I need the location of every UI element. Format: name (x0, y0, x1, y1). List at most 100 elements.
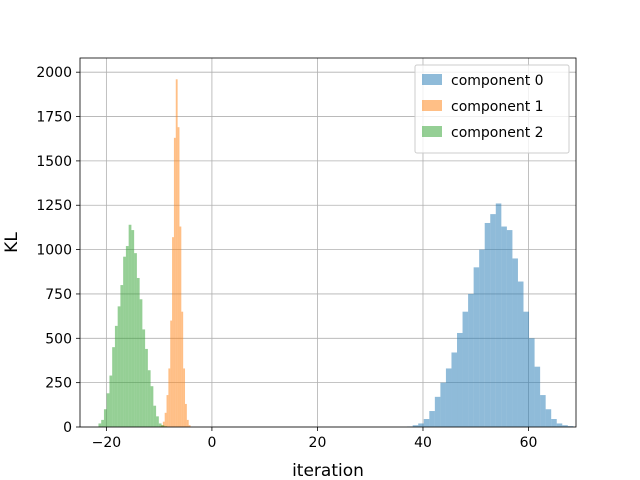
histogram-bar (181, 311, 184, 427)
histogram-bar (147, 370, 151, 427)
histogram-bar (462, 311, 469, 427)
histogram-bar (551, 419, 557, 427)
legend-label: component 2 (451, 125, 544, 141)
histogram-bar (158, 423, 162, 427)
histogram-bar (501, 226, 507, 427)
y-tick-label: 1500 (36, 154, 72, 170)
histogram-bar (112, 347, 115, 427)
legend-box (414, 64, 570, 154)
histogram-bar (423, 419, 430, 427)
histogram-bar (117, 306, 121, 427)
histogram-bar (177, 127, 180, 427)
histogram-bar (109, 375, 113, 427)
y-tick-label: 1250 (36, 198, 72, 214)
histogram-bar (172, 237, 174, 427)
histogram-bar (512, 258, 518, 427)
histogram-bar (103, 409, 107, 427)
histogram-bar (445, 368, 452, 427)
histogram-bar (517, 281, 524, 427)
histogram-bar (150, 386, 154, 427)
histogram-bar (523, 311, 530, 427)
legend-label: component 1 (451, 99, 544, 115)
histogram-bar (185, 403, 187, 427)
histogram-bar (490, 214, 496, 427)
y-tick-label: 500 (45, 331, 72, 347)
histogram-bar (134, 253, 137, 427)
histogram-bar (412, 425, 419, 427)
y-tick-label: 250 (45, 376, 72, 392)
histogram-bar (529, 338, 535, 427)
y-tick-label: 1000 (36, 243, 72, 259)
histogram-bar (114, 325, 118, 427)
histogram-bar (457, 332, 463, 427)
histogram-bar (506, 230, 513, 427)
histogram-bar (128, 224, 132, 427)
histogram-bar (101, 419, 104, 427)
histogram-bar (188, 425, 191, 427)
histogram-bar (183, 368, 186, 427)
series-0-bars (407, 203, 574, 427)
histogram-bar (120, 285, 124, 427)
histogram-bar (139, 299, 143, 427)
y-tick-label: 2000 (36, 65, 72, 81)
y-tick-label: 1750 (36, 110, 72, 126)
histogram-bar (556, 423, 563, 427)
histogram-bar (142, 329, 146, 427)
histogram-bar (418, 423, 424, 427)
histogram-bar (131, 230, 135, 427)
x-axis-label: iteration (292, 461, 364, 480)
histogram-bar (429, 411, 435, 427)
legend-swatch (422, 100, 442, 111)
histogram-bar (451, 352, 458, 427)
histogram-bar (534, 366, 541, 427)
histogram-bar (484, 222, 491, 427)
histogram-bar (179, 226, 182, 427)
histogram-bar (495, 203, 502, 427)
histogram-bar (125, 246, 129, 427)
histogram-bar (162, 421, 165, 427)
x-axis-ticks: −20 0 20 40 60 (92, 427, 538, 451)
histogram-bar (166, 395, 169, 427)
histogram-bar (434, 396, 441, 427)
y-tick-label: 0 (63, 420, 72, 436)
plot-frame (79, 57, 577, 428)
x-tick-label: −20 (92, 435, 122, 451)
legend: component 0 component 1 component 2 (414, 64, 570, 154)
legend-swatch (422, 74, 442, 85)
histogram-bar (545, 409, 552, 427)
series-2-bars (98, 224, 168, 427)
histogram-bar (473, 267, 480, 427)
histogram-bar (562, 425, 568, 427)
histogram-bar (98, 423, 102, 427)
y-tick-label: 750 (45, 287, 72, 303)
histogram-bar (540, 395, 546, 427)
histogram-bars (98, 79, 574, 428)
histogram-bar (173, 137, 176, 427)
y-axis-ticks: 0 250 500 750 1000 1250 1500 1750 2000 (36, 65, 80, 436)
histogram-bar (170, 320, 173, 427)
histogram-bar (161, 425, 165, 427)
histogram-bar (145, 348, 148, 427)
series-1-bars (159, 79, 191, 428)
y-axis-label: KL (2, 232, 22, 253)
histogram-bar (468, 293, 474, 427)
x-tick-label: 60 (520, 435, 538, 451)
histogram-bar (164, 412, 167, 427)
x-tick-label: 0 (207, 435, 216, 451)
histogram-bar (168, 368, 171, 427)
legend-swatch (422, 126, 442, 137)
x-tick-label: 40 (414, 435, 432, 451)
histogram-bar (175, 79, 178, 428)
legend-label: component 0 (451, 73, 544, 89)
histogram-bar (123, 256, 126, 427)
histogram-bar (136, 277, 140, 427)
histogram-bar (186, 419, 189, 427)
histogram-bar (567, 426, 574, 427)
histogram-bar (106, 393, 110, 427)
histogram-bar (479, 249, 485, 427)
histogram-bar (156, 416, 159, 427)
x-tick-label: 20 (309, 435, 327, 451)
histogram-bar (440, 382, 446, 427)
histogram-bar (153, 405, 157, 427)
